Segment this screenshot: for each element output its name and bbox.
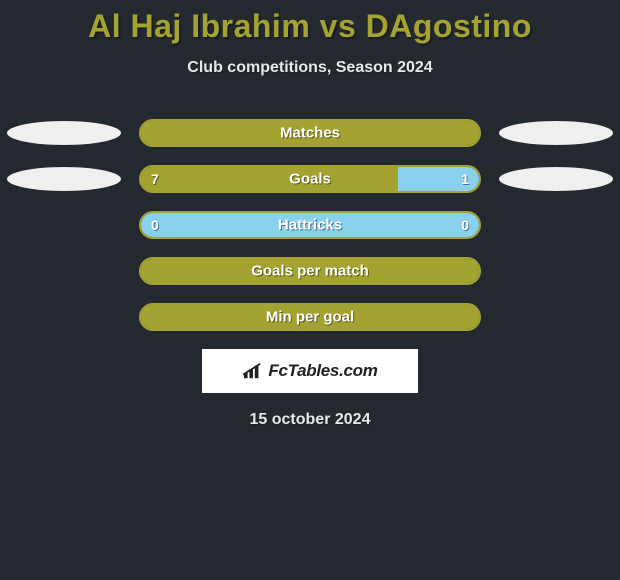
- stat-bar: Hattricks 0 0: [139, 211, 481, 239]
- stat-row: Hattricks 0 0: [0, 211, 620, 239]
- stat-bar: Matches: [139, 119, 481, 147]
- right-value: 1: [461, 171, 469, 187]
- bar-left-fill: [141, 167, 398, 191]
- right-value-placeholder: [499, 121, 613, 145]
- right-value-placeholder: [499, 167, 613, 191]
- stat-row: Matches: [0, 119, 620, 147]
- stat-bar: Min per goal: [139, 303, 481, 331]
- left-value: 0: [151, 217, 159, 233]
- stat-label: Min per goal: [266, 309, 354, 326]
- stat-label: Goals: [289, 171, 331, 188]
- stat-row: Goals 7 1: [0, 165, 620, 193]
- stat-label: Goals per match: [251, 263, 369, 280]
- stat-label: Hattricks: [278, 217, 342, 234]
- left-value-placeholder: [7, 121, 121, 145]
- page-title: Al Haj Ibrahim vs DAgostino: [0, 0, 620, 45]
- date-label: 15 october 2024: [0, 411, 620, 429]
- stat-row: Min per goal: [0, 303, 620, 331]
- left-value-placeholder: [7, 167, 121, 191]
- stat-bar: Goals 7 1: [139, 165, 481, 193]
- right-value: 0: [461, 217, 469, 233]
- subtitle: Club competitions, Season 2024: [0, 59, 620, 77]
- brand-badge: FcTables.com: [202, 349, 418, 393]
- brand-text: FcTables.com: [268, 361, 377, 381]
- stat-row: Goals per match: [0, 257, 620, 285]
- bar-chart-icon: [242, 362, 264, 380]
- stat-bar: Goals per match: [139, 257, 481, 285]
- comparison-chart: Matches Goals 7 1 Hattricks 0 0 Goals per match…: [0, 119, 620, 331]
- left-value: 7: [151, 171, 159, 187]
- stat-label: Matches: [280, 125, 340, 142]
